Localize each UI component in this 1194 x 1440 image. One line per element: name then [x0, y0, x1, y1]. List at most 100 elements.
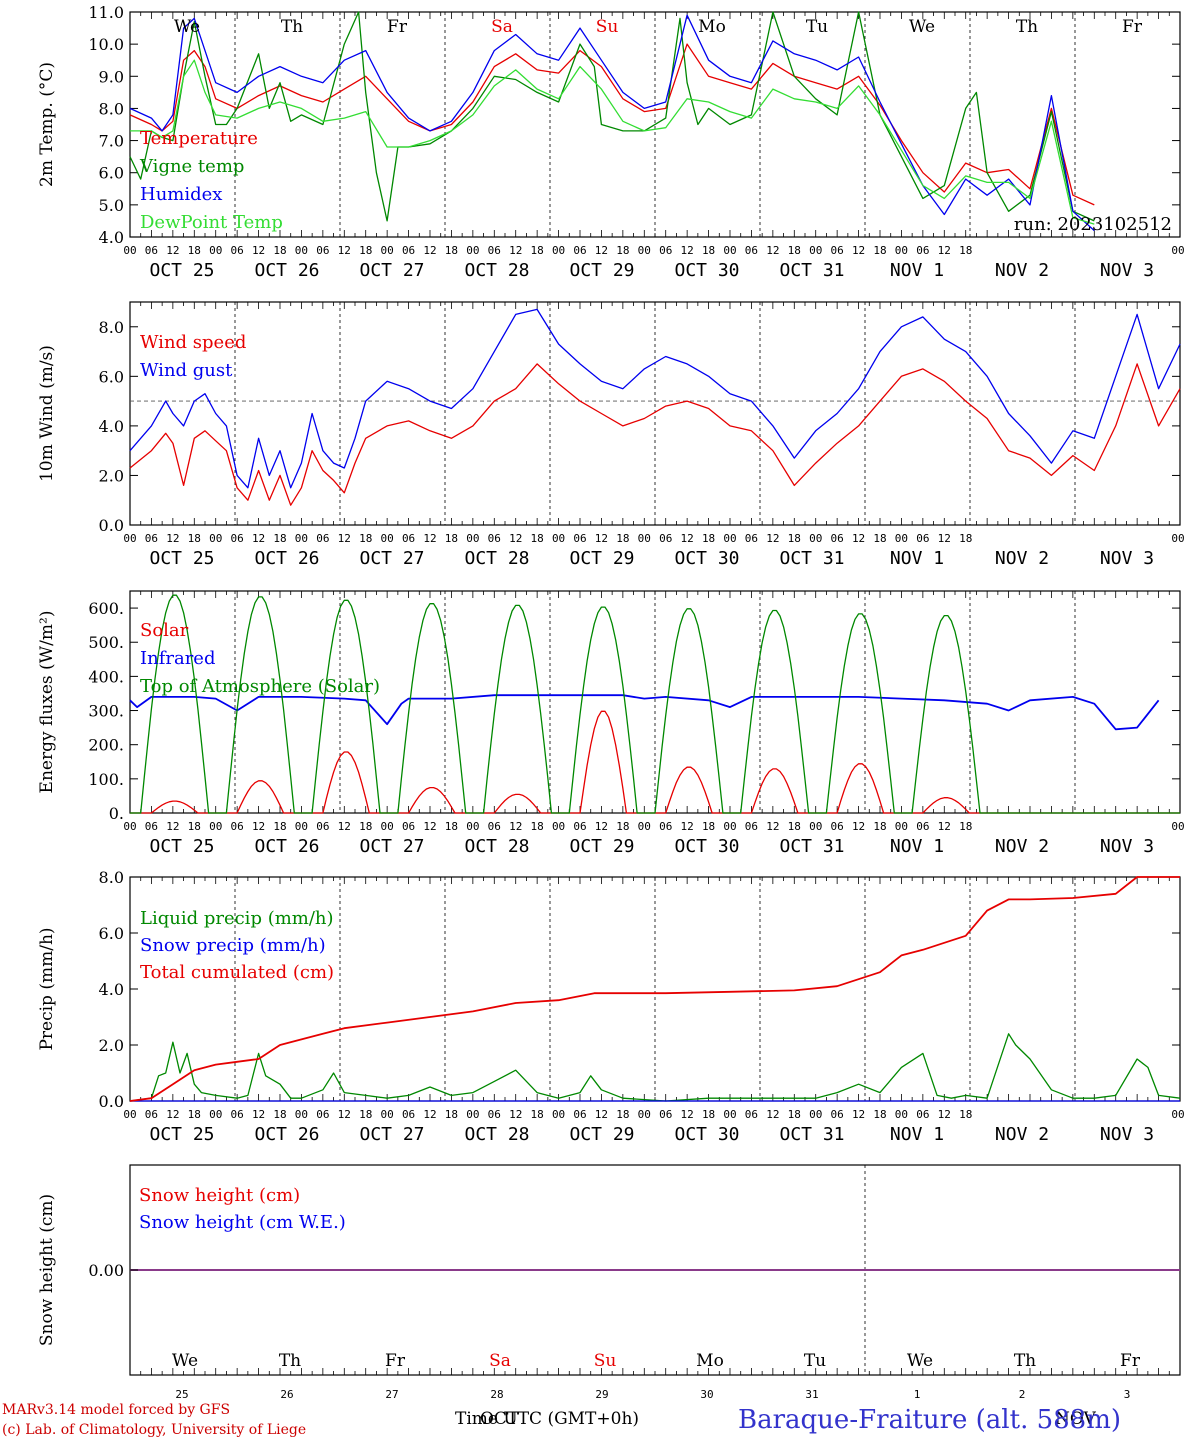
legend-entry: Snow precip (mm/h): [140, 935, 326, 956]
hour-label: 00: [1171, 244, 1184, 257]
hour-label: 18: [616, 244, 629, 257]
hour-label: 12: [852, 820, 865, 833]
hour-label: 12: [252, 820, 265, 833]
hour-label: 12: [852, 244, 865, 257]
date-label: OCT 28: [464, 548, 529, 569]
date-label: OCT 25: [149, 836, 214, 857]
series-line: [129, 43, 1095, 206]
hour-label: 06: [145, 244, 158, 257]
footer-station: Baraque-Fraiture (alt. 588m): [738, 1405, 1121, 1435]
hour-label: 12: [595, 532, 608, 545]
hour-label: 18: [616, 820, 629, 833]
hour-label: 12: [766, 532, 779, 545]
hour-label: 06: [316, 820, 329, 833]
date-label: OCT 31: [779, 260, 844, 281]
y-tick-label: 8.0: [99, 868, 124, 887]
day-label: Th: [1014, 1351, 1036, 1371]
legend-entry: Wind speed: [140, 332, 246, 353]
day-number-label: 31: [805, 1388, 818, 1401]
series-line: [130, 59, 1095, 225]
hour-label: 18: [959, 820, 972, 833]
hour-label: 00: [723, 532, 736, 545]
hour-label: 06: [316, 1108, 329, 1121]
date-label: OCT 25: [149, 1124, 214, 1145]
hour-label: 18: [531, 820, 544, 833]
hour-label: 06: [488, 532, 501, 545]
hour-label: 06: [916, 820, 929, 833]
date-label: OCT 28: [464, 1124, 529, 1145]
hour-label: 12: [938, 820, 951, 833]
y-tick-label: 0.0: [99, 516, 124, 535]
hour-label: 00: [381, 820, 394, 833]
legend-entry: Infrared: [140, 648, 215, 669]
date-label: OCT 29: [569, 260, 634, 281]
hour-label: 06: [402, 532, 415, 545]
hour-label: 00: [466, 244, 479, 257]
hour-label: 06: [573, 1108, 586, 1121]
y-tick-label: 2.0: [99, 1036, 124, 1055]
hour-label: 12: [509, 532, 522, 545]
date-label: OCT 27: [359, 548, 424, 569]
hour-label: 18: [873, 1108, 886, 1121]
hour-label: 06: [659, 532, 672, 545]
hour-label: 12: [166, 244, 179, 257]
hour-label: 18: [788, 1108, 801, 1121]
legend-entry: Vigne temp: [139, 156, 244, 177]
date-label: OCT 30: [674, 548, 739, 569]
series-line: [129, 14, 1095, 232]
hour-label: 00: [381, 244, 394, 257]
hour-label: 00: [209, 244, 222, 257]
date-label: OCT 31: [779, 836, 844, 857]
y-axis-label: Snow height (cm): [37, 1194, 57, 1346]
hour-label: 00: [466, 532, 479, 545]
y-tick-label: 0.00: [88, 1261, 124, 1280]
date-label: OCT 29: [569, 548, 634, 569]
hour-label: 00: [466, 820, 479, 833]
hour-label: 18: [531, 1108, 544, 1121]
y-tick-label: 10.0: [88, 35, 124, 54]
date-label: NOV 3: [1100, 1124, 1154, 1145]
hour-label: 00: [638, 1108, 651, 1121]
date-label: NOV 2: [995, 260, 1049, 281]
hour-label: 06: [745, 244, 758, 257]
hour-label: 18: [788, 244, 801, 257]
hour-label: 18: [445, 820, 458, 833]
hour-label: 12: [766, 820, 779, 833]
series-line: [129, 11, 1095, 222]
y-tick-label: 6.0: [99, 367, 124, 386]
hour-label: 06: [831, 244, 844, 257]
hour-label: 18: [531, 244, 544, 257]
day-label: We: [174, 17, 200, 37]
footer-time-label: Time UTC (GMT+0h): [455, 1409, 639, 1429]
hour-label: 06: [745, 1108, 758, 1121]
date-label: NOV 2: [995, 548, 1049, 569]
date-label: OCT 30: [674, 260, 739, 281]
hour-label: 12: [423, 820, 436, 833]
hour-label: 06: [145, 820, 158, 833]
y-tick-label: 4.0: [99, 980, 124, 999]
hour-label: 12: [252, 1108, 265, 1121]
hour-label: 18: [273, 820, 286, 833]
hour-label: 06: [145, 1108, 158, 1121]
hour-label: 00: [638, 820, 651, 833]
hour-label: 00: [381, 1108, 394, 1121]
hour-label: 12: [423, 244, 436, 257]
hour-label: 06: [573, 820, 586, 833]
day-label: Sa: [491, 17, 513, 37]
legend-entry: Wind gust: [140, 360, 233, 381]
hour-label: 12: [166, 1108, 179, 1121]
hour-label: 06: [916, 1108, 929, 1121]
hour-label: 18: [702, 244, 715, 257]
date-label: OCT 27: [359, 1124, 424, 1145]
hour-label: 06: [231, 244, 244, 257]
hour-label: 12: [681, 532, 694, 545]
y-axis-label: 10m Wind (m/s): [37, 345, 57, 482]
day-number-label: 2: [1019, 1388, 1026, 1401]
y-tick-label: 300.: [88, 702, 124, 721]
date-label: NOV 2: [995, 836, 1049, 857]
hour-label: 12: [938, 244, 951, 257]
date-label: OCT 27: [359, 260, 424, 281]
y-tick-label: 9.0: [99, 67, 124, 86]
day-number-label: 1: [914, 1388, 921, 1401]
hour-label: 18: [359, 1108, 372, 1121]
